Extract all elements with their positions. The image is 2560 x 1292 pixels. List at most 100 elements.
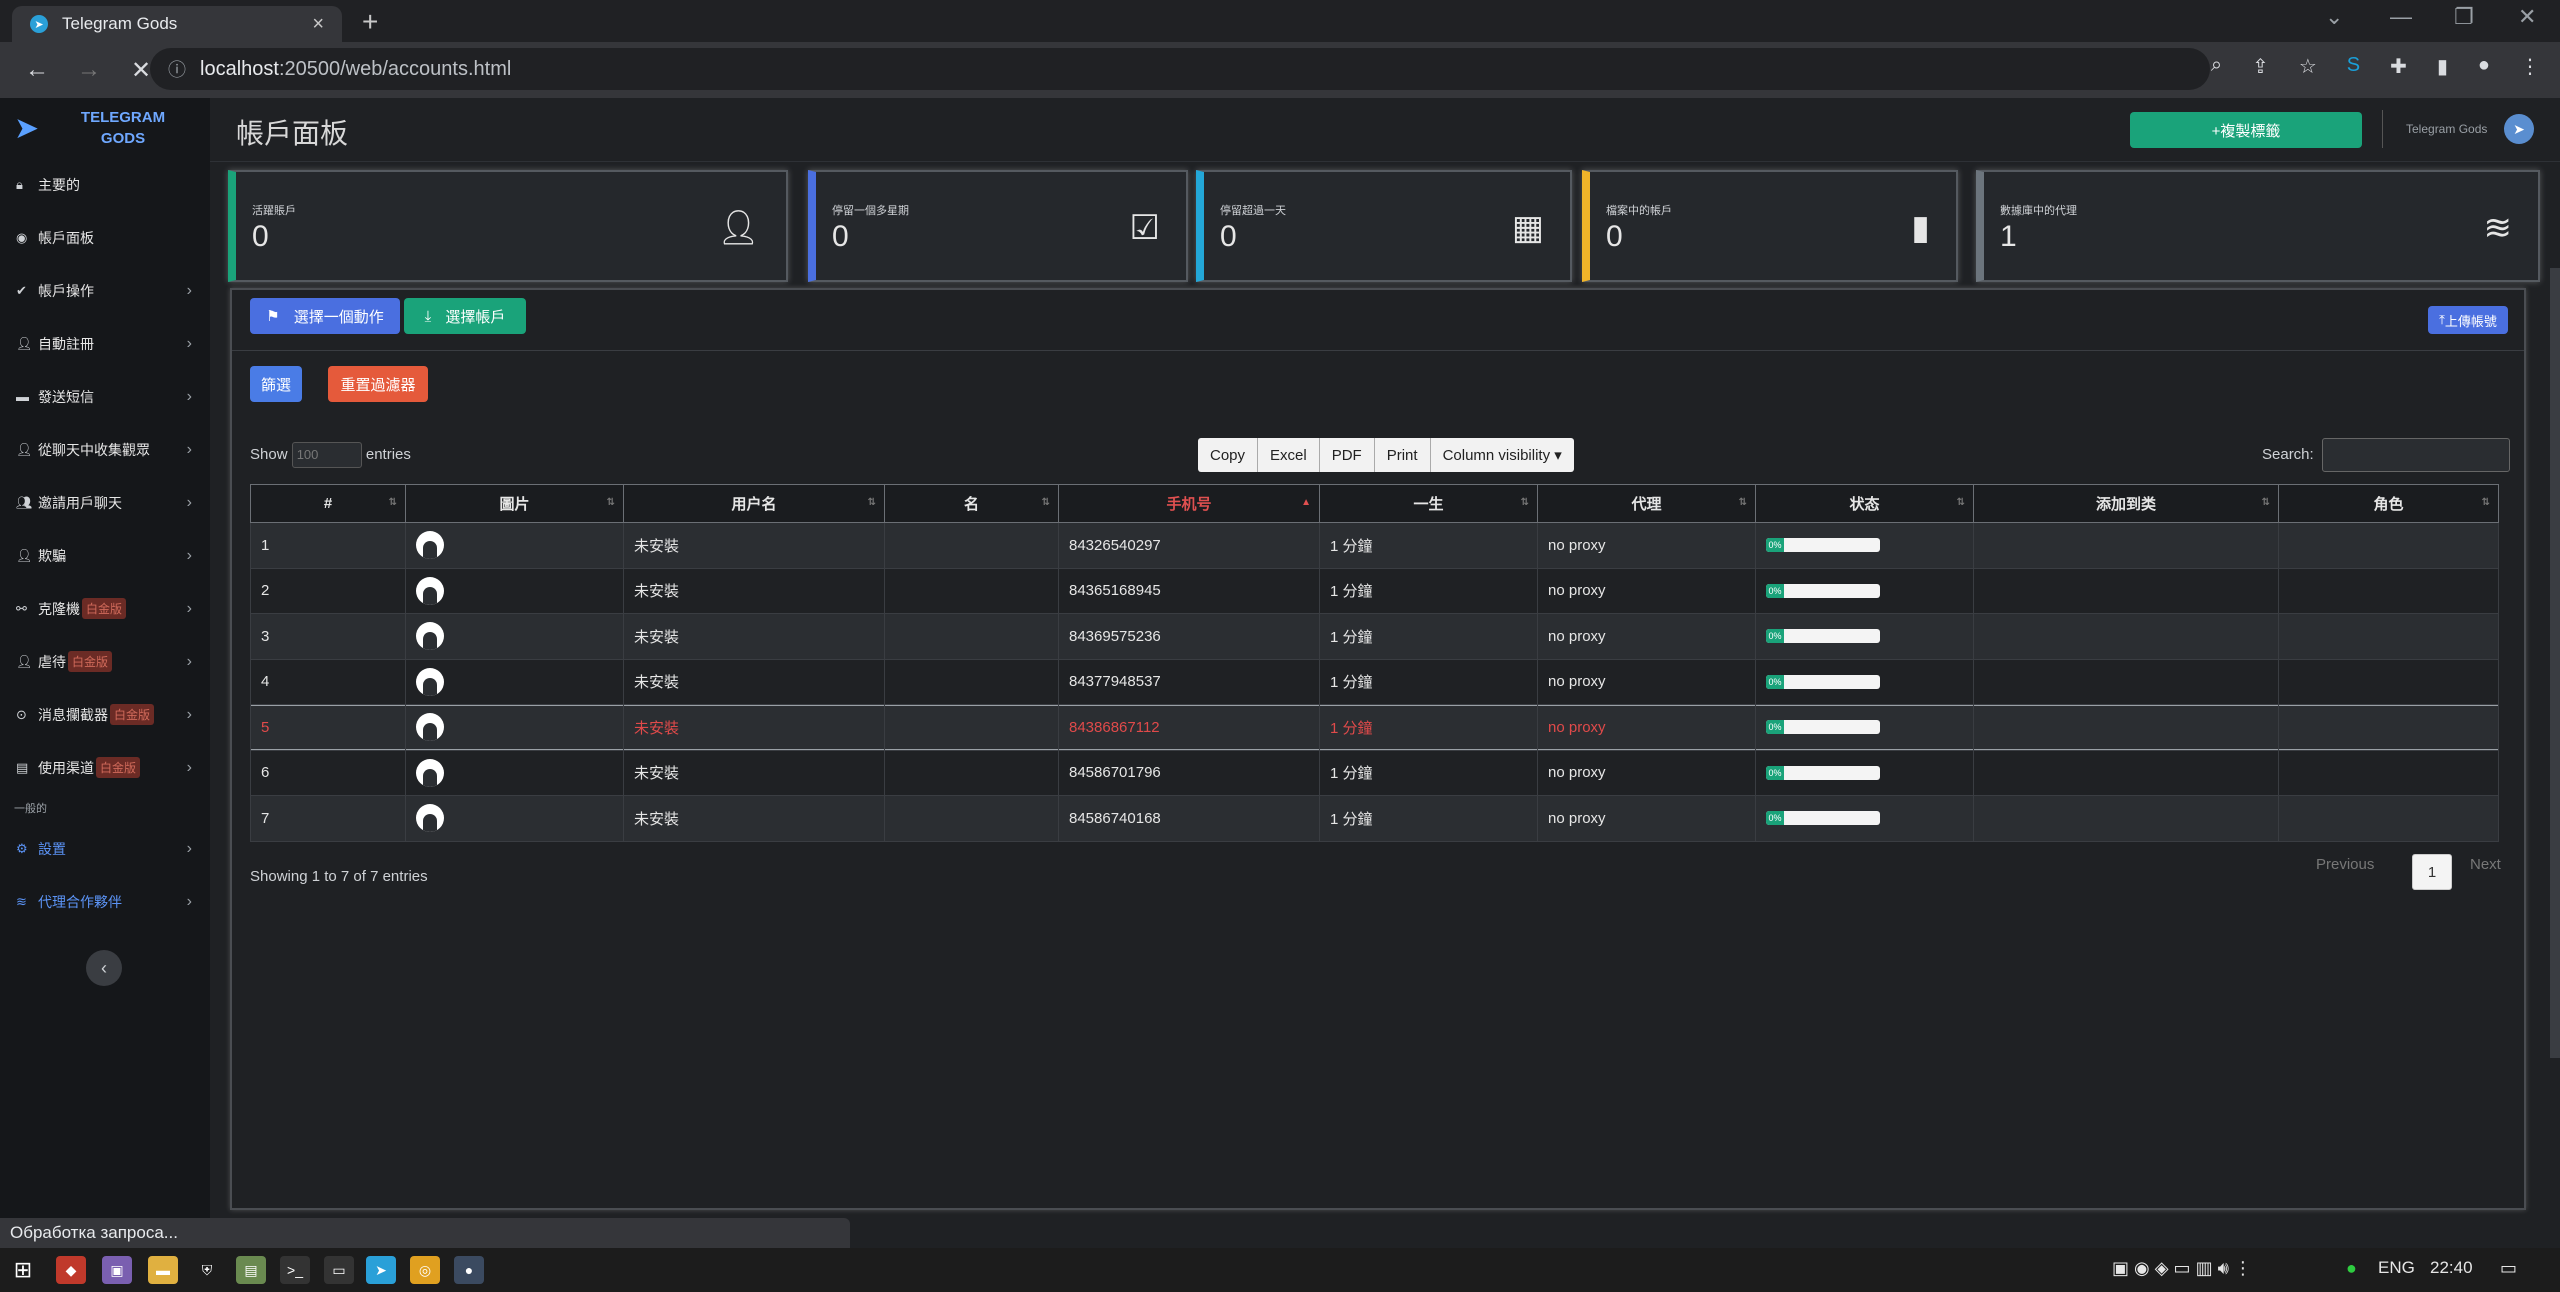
col-header-name[interactable]: 名 ⇅ bbox=[884, 484, 1059, 523]
sidebar-item-invite-users[interactable]: 👥︎ 邀請用戶聊天 › bbox=[0, 476, 210, 529]
tray-icons[interactable]: ▣ ◉ ◈ ▭ ▥ 🔊︎ ⋮ bbox=[2112, 1258, 2252, 1278]
extension-s-icon[interactable]: S bbox=[2346, 54, 2361, 76]
chrome-icon[interactable]: ◎ bbox=[410, 1256, 440, 1284]
table-info: Showing 1 to 7 of 7 entries bbox=[250, 868, 428, 885]
sidebar-item-affiliate[interactable]: ≋ 代理合作夥伴 › bbox=[0, 875, 210, 928]
col-header-phone[interactable]: 手机号 ▲ bbox=[1058, 484, 1320, 523]
table-row[interactable]: 7 未安裝 84586740168 1 分鐘 no proxy 0% bbox=[250, 795, 2499, 842]
back-icon[interactable]: ← bbox=[25, 56, 49, 83]
cell-name bbox=[884, 749, 1059, 796]
stop-loading-icon[interactable]: ✕ bbox=[130, 56, 152, 84]
table-row[interactable]: 6 未安裝 84586701796 1 分鐘 no proxy 0% bbox=[250, 749, 2499, 796]
input-language[interactable]: ENG bbox=[2378, 1258, 2415, 1277]
search-input[interactable] bbox=[2322, 438, 2510, 472]
brave-icon[interactable]: ◆ bbox=[56, 1256, 86, 1284]
users-icon: 👥︎ bbox=[16, 494, 33, 510]
sidebar-item-settings[interactable]: ⚙ 設置 › bbox=[0, 822, 210, 875]
col-header-proxy[interactable]: 代理 ⇅ bbox=[1537, 484, 1756, 523]
upload-accounts-button[interactable]: ⤒ 上傳帳號 bbox=[2428, 306, 2508, 334]
notepad-app-icon[interactable]: ▤ bbox=[236, 1256, 266, 1284]
page-scrollbar[interactable] bbox=[2550, 268, 2560, 1058]
cell-picture bbox=[405, 613, 624, 660]
telegram-app-icon[interactable]: ➤ bbox=[366, 1256, 396, 1284]
browser-tab[interactable]: ➤ Telegram Gods × bbox=[12, 6, 342, 42]
platinum-badge: 白金版 bbox=[96, 757, 141, 778]
tab-search-icon[interactable]: ⌄ bbox=[2325, 4, 2344, 29]
table-row[interactable]: 1 未安裝 84326540297 1 分鐘 no proxy 0% bbox=[250, 522, 2499, 569]
side-panel-icon[interactable]: ▮ bbox=[2436, 56, 2448, 78]
bookmark-star-icon[interactable]: ☆ bbox=[2298, 56, 2317, 78]
sidebar-item-abuse[interactable]: 👤︎ 虐待 白金版 › bbox=[0, 635, 210, 688]
sidebar-item-auto-register[interactable]: 👤︎ 自動註冊 › bbox=[0, 317, 210, 370]
col-header-username[interactable]: 用户名 ⇅ bbox=[623, 484, 885, 523]
copy-button[interactable]: Copy bbox=[1198, 438, 1259, 472]
window-close-icon[interactable]: ✕ bbox=[2518, 4, 2537, 29]
cell-proxy: no proxy bbox=[1537, 522, 1756, 569]
profile-icon[interactable]: ● bbox=[2477, 54, 2490, 76]
cell-lifetime: 1 分鐘 bbox=[1319, 795, 1538, 842]
site-info-icon[interactable]: ⓘ bbox=[168, 60, 186, 80]
share-icon[interactable]: ⇪ bbox=[2252, 56, 2269, 78]
col-header-lifetime[interactable]: 一生 ⇅ bbox=[1319, 484, 1538, 523]
reset-filter-button[interactable]: 重置過濾器 bbox=[328, 366, 428, 402]
table-row[interactable]: 5 未安裝 84386867112 1 分鐘 no proxy 0% bbox=[250, 704, 2499, 751]
telegram-gods-link[interactable]: Telegram Gods bbox=[2406, 122, 2488, 136]
col-header-picture[interactable]: 圖片 ⇅ bbox=[405, 484, 624, 523]
select-action-button[interactable]: ⚑ 選擇一個動作 bbox=[250, 298, 400, 334]
clock[interactable]: 22:40 bbox=[2430, 1258, 2473, 1277]
telegram-avatar-icon[interactable]: ➤ bbox=[2504, 114, 2534, 144]
col-header-status[interactable]: 状态 ⇅ bbox=[1755, 484, 1974, 523]
sidebar-item-message-interceptor[interactable]: ⊙ 消息攔截器 白金版 › bbox=[0, 688, 210, 741]
brand[interactable]: ➤ TELEGRAM GODS bbox=[0, 98, 210, 158]
steam-icon[interactable]: ● bbox=[454, 1256, 484, 1284]
sidebar-item-cloner[interactable]: ⚯ 克隆機 白金版 › bbox=[0, 582, 210, 635]
console-icon[interactable]: ▭ bbox=[324, 1256, 354, 1284]
windows-start-icon[interactable]: ⊞ bbox=[13, 1257, 33, 1282]
forward-icon[interactable]: → bbox=[77, 56, 101, 83]
previous-page-button[interactable]: Previous bbox=[2316, 856, 2375, 873]
page-1-button[interactable]: 1 bbox=[2412, 854, 2452, 890]
chevron-right-icon: › bbox=[186, 281, 192, 299]
column-visibility-button[interactable]: Column visibility ▾ bbox=[1430, 438, 1574, 472]
col-header-num[interactable]: # ⇅ bbox=[250, 484, 406, 523]
filter-button[interactable]: 篩選 bbox=[250, 366, 302, 402]
col-header-role[interactable]: 角色 ⇅ bbox=[2278, 484, 2499, 523]
sidebar-collapse-button[interactable]: ‹ bbox=[86, 950, 122, 986]
sidebar-item-send-sms[interactable]: ▬ 發送短信 › bbox=[0, 370, 210, 423]
cell-role bbox=[2278, 613, 2499, 660]
print-button[interactable]: Print bbox=[1374, 438, 1431, 472]
file-explorer-icon[interactable]: ▬ bbox=[148, 1256, 178, 1284]
user-icon: 👤︎ bbox=[16, 547, 33, 563]
terminal-icon[interactable]: >_ bbox=[280, 1256, 310, 1284]
archive-app-icon[interactable]: ▣ bbox=[102, 1256, 132, 1284]
table-row[interactable]: 3 未安裝 84369575236 1 分鐘 no proxy 0% bbox=[250, 613, 2499, 660]
new-tab-button[interactable]: + bbox=[362, 6, 379, 37]
sidebar-item-collect-audience[interactable]: 👤︎ 從聊天中收集觀眾 › bbox=[0, 423, 210, 476]
col-header-added-to[interactable]: 添加到类 ⇅ bbox=[1973, 484, 2279, 523]
select-accounts-button[interactable]: ⤓ 選擇帳戶 bbox=[404, 298, 526, 334]
sidebar-item-use-channels[interactable]: ▤ 使用渠道 白金版 › bbox=[0, 741, 210, 794]
pdf-button[interactable]: PDF bbox=[1319, 438, 1375, 472]
table-row[interactable]: 4 未安裝 84377948537 1 分鐘 no proxy 0% bbox=[250, 658, 2499, 705]
tab-close-icon[interactable]: × bbox=[312, 12, 324, 35]
notifications-icon[interactable]: ▭ bbox=[2500, 1258, 2518, 1278]
sidebar-item-accounts-panel[interactable]: ◉ 帳戶面板 bbox=[0, 211, 210, 264]
zoom-icon[interactable]: ⌕ bbox=[2210, 54, 2223, 76]
excel-button[interactable]: Excel bbox=[1258, 438, 1320, 472]
sidebar-item-spoof[interactable]: 👤︎ 欺騙 › bbox=[0, 529, 210, 582]
duplicate-tab-button[interactable]: +複製標籤 bbox=[2130, 112, 2362, 148]
sidebar-item-account-actions[interactable]: ✔ 帳戶操作 › bbox=[0, 264, 210, 317]
next-page-button[interactable]: Next bbox=[2470, 856, 2501, 873]
sidebar-item-main[interactable]: 🔒︎ 主要的 bbox=[0, 158, 210, 211]
security-app-icon[interactable]: ⛨ bbox=[201, 1261, 213, 1278]
menu-kebab-icon[interactable]: ⋮ bbox=[2520, 56, 2540, 78]
url-bar[interactable]: ⓘ localhost:20500/web/accounts.html bbox=[150, 48, 2210, 90]
page-length-select[interactable]: 100 bbox=[291, 442, 362, 468]
table-row[interactable]: 2 未安裝 84365168945 1 分鐘 no proxy 0% bbox=[250, 567, 2499, 614]
restore-icon[interactable]: ❐ bbox=[2454, 4, 2474, 29]
minimize-icon[interactable]: — bbox=[2390, 4, 2412, 29]
brand-name: TELEGRAM GODS bbox=[58, 107, 188, 149]
extensions-puzzle-icon[interactable]: ✚ bbox=[2390, 56, 2407, 78]
cell-phone: 84586701796 bbox=[1058, 749, 1320, 796]
length-control: Show 100 entries bbox=[250, 442, 411, 468]
